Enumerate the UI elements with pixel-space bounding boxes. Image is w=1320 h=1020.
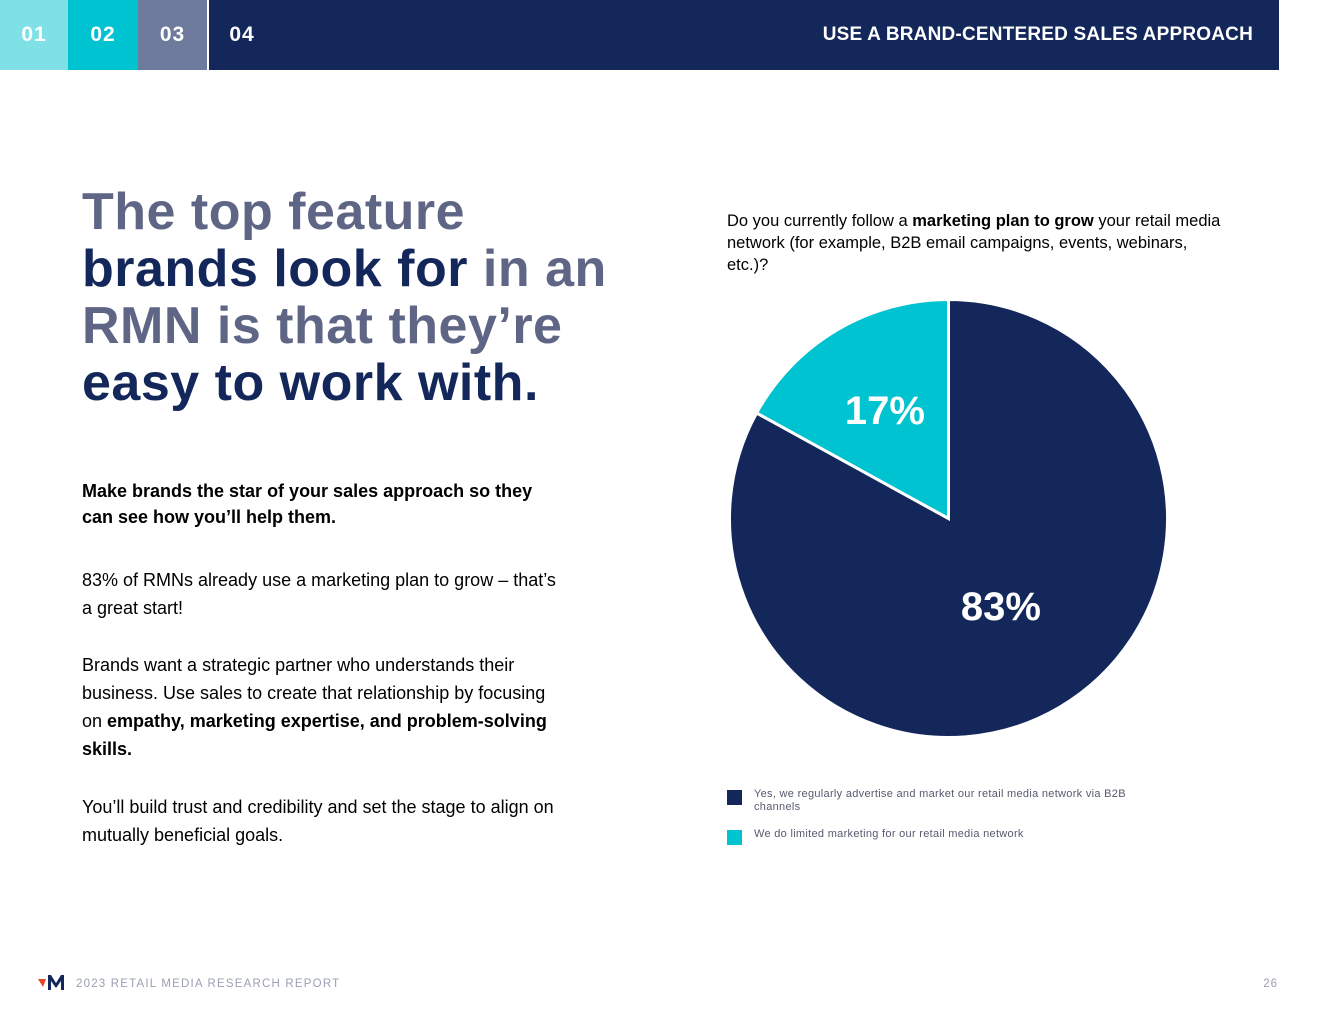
question-text: your retail media network (for example, … bbox=[727, 212, 1221, 274]
paragraph-text: Brands want a strategic partner who unde… bbox=[82, 655, 546, 731]
question-emphasis: marketing plan to grow bbox=[912, 212, 1094, 230]
legend-item-yes: Yes, we regularly advertise and market o… bbox=[727, 788, 1127, 814]
section-tab-01[interactable]: 01 bbox=[0, 0, 68, 70]
legend-label: We do limited marketing for our retail m… bbox=[754, 828, 1024, 840]
tab-label: 04 bbox=[229, 23, 255, 46]
tab-label: 01 bbox=[21, 23, 47, 46]
chart-legend: Yes, we regularly advertise and market o… bbox=[727, 788, 1127, 855]
headline-part: The top feature bbox=[82, 183, 466, 241]
paragraph-trust: You’ll build trust and credibility and s… bbox=[82, 797, 554, 845]
legend-swatch bbox=[727, 830, 742, 845]
tab-label: 03 bbox=[159, 23, 186, 46]
brand-logo-icon bbox=[38, 975, 64, 990]
section-tab-02[interactable]: 02 bbox=[68, 0, 138, 70]
headline-part: brands look for bbox=[82, 240, 468, 298]
headline-part: RMN bbox=[82, 297, 202, 355]
pie-chart: 83% 17% bbox=[727, 297, 1170, 740]
paragraph-emphasis: empathy, marketing expertise, and proble… bbox=[82, 711, 547, 759]
page-number: 26 bbox=[1263, 978, 1278, 990]
page-headline: The top feature brands look for in an RMN … bbox=[82, 184, 682, 412]
legend-swatch bbox=[727, 790, 742, 805]
footer-report-title: 2023 RETAIL MEDIA RESEARCH REPORT bbox=[76, 978, 341, 990]
legend-label: Yes, we regularly advertise and market o… bbox=[754, 788, 1126, 813]
pie-slice-1 bbox=[754, 297, 950, 522]
legend-item-limited: We do limited marketing for our retail m… bbox=[727, 828, 1127, 845]
pie-data-label-1: 17% bbox=[845, 389, 925, 433]
paragraph-partner: Brands want a strategic partner who unde… bbox=[82, 651, 562, 763]
pie-chart-svg: 83% 17% bbox=[728, 297, 1169, 739]
headline-part: is that they’re bbox=[201, 297, 563, 355]
paragraph-stat: 83% of RMNs already use a marketing plan… bbox=[82, 570, 556, 618]
section-tab-03[interactable]: 03 bbox=[138, 0, 207, 70]
tab-label: 02 bbox=[90, 23, 116, 46]
subheading: Make brands the star of your sales appro… bbox=[82, 481, 533, 527]
top-banner: 01 02 03 04 USE A BRAND-CENTERED SALES A… bbox=[0, 0, 1279, 70]
section-title: USE A BRAND-CENTERED SALES APPROACH bbox=[822, 24, 1253, 45]
chart-question: Do you currently follow a marketing plan… bbox=[727, 210, 1227, 276]
pie-data-label-0: 83% bbox=[961, 585, 1041, 629]
section-tab-04[interactable]: 04 bbox=[207, 0, 275, 70]
question-text: Do you currently follow a bbox=[727, 212, 913, 230]
headline-part: easy to work with. bbox=[82, 354, 539, 412]
headline-part: in an bbox=[467, 240, 607, 298]
